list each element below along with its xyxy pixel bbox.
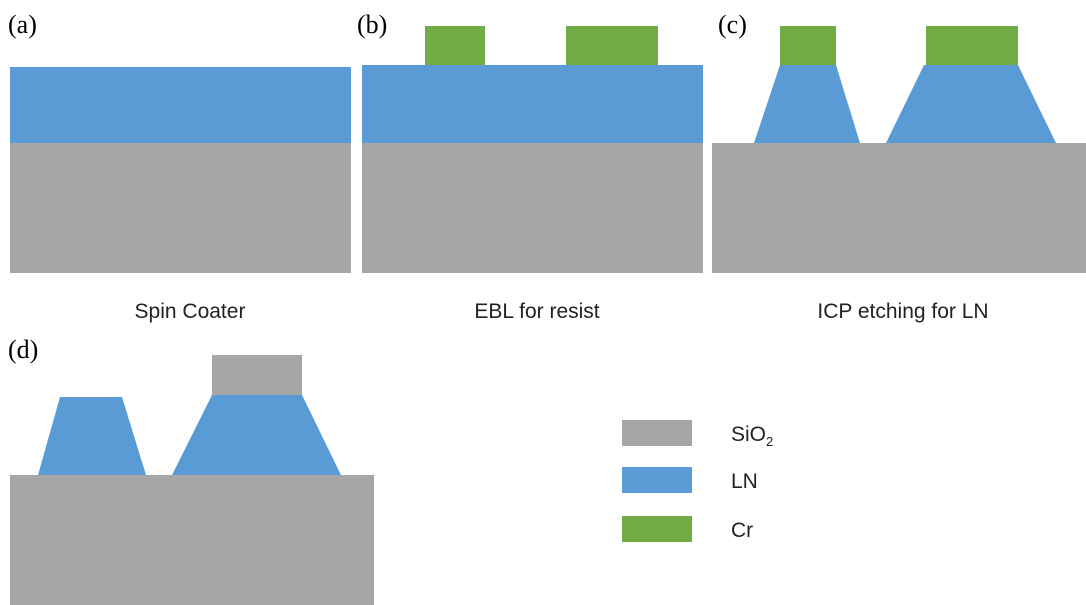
panel-b-caption: EBL for resist (474, 300, 599, 323)
panel-b: (b) EBL for resist (357, 10, 703, 323)
panel-a-ln-layer (10, 67, 351, 143)
legend: SiO2 LN Cr (622, 420, 773, 542)
panel-c-cr-mask-right (926, 26, 1018, 65)
panel-c-ln-ridge-right (886, 65, 1056, 143)
legend-swatch-sio2 (622, 420, 692, 446)
panel-a-caption: Spin Coater (135, 300, 246, 323)
panel-b-ln-layer (362, 65, 703, 143)
panel-c-label: (c) (718, 10, 747, 39)
panel-d-sio2-substrate (10, 475, 374, 605)
panel-c-cr-mask-left (780, 26, 836, 65)
panel-c-ln-ridge-left (754, 65, 860, 143)
panel-d-ln-ridge-left (38, 397, 146, 475)
panel-b-sio2-substrate (362, 143, 703, 273)
panel-c-sio2-substrate (712, 143, 1086, 273)
panel-d-sio2-cap (212, 355, 302, 395)
panel-b-label: (b) (357, 10, 387, 39)
panel-c: (c) ICP etching for LN (712, 10, 1086, 323)
panel-c-caption: ICP etching for LN (817, 300, 988, 323)
panel-b-cr-mask-right (566, 26, 658, 65)
panel-d-ln-ridge-right (172, 395, 341, 475)
legend-swatch-cr (622, 516, 692, 542)
legend-swatch-ln (622, 467, 692, 493)
panel-a: (a) Spin Coater (8, 10, 351, 323)
legend-label-ln: LN (731, 470, 758, 493)
panel-a-label: (a) (8, 10, 37, 39)
legend-label-sio2: SiO2 (731, 423, 773, 449)
panel-b-cr-mask-left (425, 26, 485, 65)
panel-d-label: (d) (8, 335, 38, 364)
panel-a-sio2-substrate (10, 143, 351, 273)
panel-d: (d) (8, 335, 374, 605)
legend-label-cr: Cr (731, 519, 753, 542)
